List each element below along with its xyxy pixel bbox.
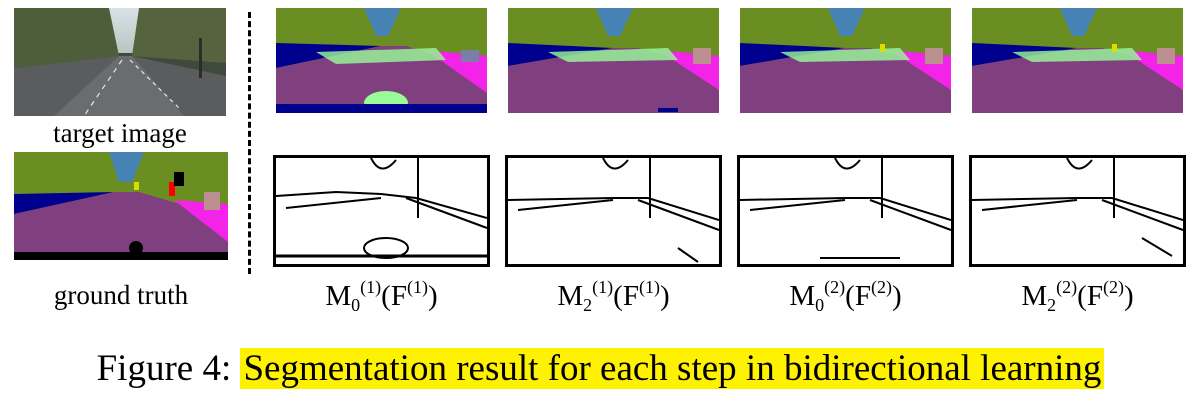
segmentation-result-1 — [276, 8, 487, 113]
target-image — [14, 8, 226, 116]
segmentation-result-3 — [740, 8, 951, 113]
column-label-2: M2(1)(F(1)) — [557, 277, 670, 315]
edge-map-2 — [505, 155, 722, 267]
target-image-label: target image — [53, 118, 187, 148]
column-label-3: M0(2)(F(2)) — [789, 277, 902, 315]
ground-truth-image — [14, 152, 228, 260]
caption-prefix: Figure 4: — [96, 348, 232, 389]
segmentation-result-4 — [972, 8, 1183, 113]
column-label-4: M2(2)(F(2)) — [1021, 277, 1134, 315]
edge-map-1 — [273, 155, 490, 267]
segmentation-result-2 — [508, 8, 719, 113]
column-label-1: M0(1)(F(1)) — [325, 277, 438, 315]
edge-map-4 — [969, 155, 1186, 267]
figure-caption: Figure 4: Segmentation result for each s… — [0, 348, 1201, 389]
ground-truth-label: ground truth — [53, 280, 189, 310]
caption-highlight: Segmentation result for each step in bid… — [240, 348, 1105, 389]
edge-map-3 — [737, 155, 954, 267]
dashed-divider — [248, 12, 251, 274]
